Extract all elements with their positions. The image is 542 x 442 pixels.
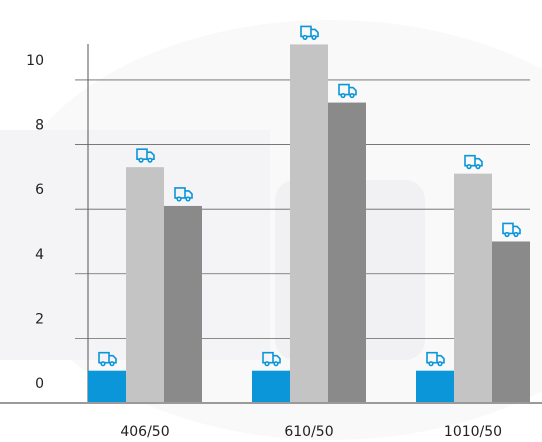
truck-wheel (100, 361, 106, 367)
truck-wheel (466, 164, 472, 170)
truck-icon (262, 351, 281, 367)
truck-icon (174, 187, 193, 202)
truck-icon (338, 83, 357, 99)
truck-wheel (176, 196, 182, 202)
truck-wheel (504, 231, 510, 238)
truck-wheel (428, 361, 434, 367)
truck-wheel (340, 92, 346, 99)
x-tick-label: 1010/50 (444, 424, 502, 440)
y-tick-label: 8 (35, 118, 44, 134)
bar (416, 370, 454, 403)
truck-wheel (349, 92, 355, 99)
truck-wheel (109, 361, 115, 367)
y-tick-label: 4 (35, 247, 44, 263)
truck-wheel (147, 157, 153, 163)
truck-wheel (138, 157, 144, 163)
truck-wheel (264, 361, 270, 367)
bar (492, 241, 530, 403)
bar (328, 102, 366, 403)
truck-wheel (513, 231, 519, 238)
y-tick-label: 6 (35, 182, 44, 198)
truck-wheel (475, 164, 481, 170)
truck-wheel (437, 361, 443, 367)
truck-icon (426, 351, 445, 367)
truck-wheel (185, 196, 191, 202)
x-tick-label: 610/50 (284, 424, 333, 440)
truck-icon (464, 154, 483, 170)
bar (126, 167, 164, 403)
y-tick-label: 10 (26, 53, 44, 69)
truck-icon (502, 222, 521, 238)
x-tick-label: 406/50 (120, 424, 169, 440)
bar (88, 370, 126, 403)
bar (164, 205, 202, 403)
truck-wheel (302, 34, 308, 41)
truck-icon (136, 148, 155, 163)
bar (252, 370, 290, 403)
bar (454, 173, 492, 403)
y-tick-label: 0 (35, 376, 44, 392)
bar (290, 44, 328, 403)
truck-wheel (311, 34, 317, 41)
truck-icon (98, 351, 117, 367)
y-tick-label: 2 (35, 311, 44, 327)
truck-wheel (273, 361, 279, 367)
truck-icon (300, 25, 319, 41)
